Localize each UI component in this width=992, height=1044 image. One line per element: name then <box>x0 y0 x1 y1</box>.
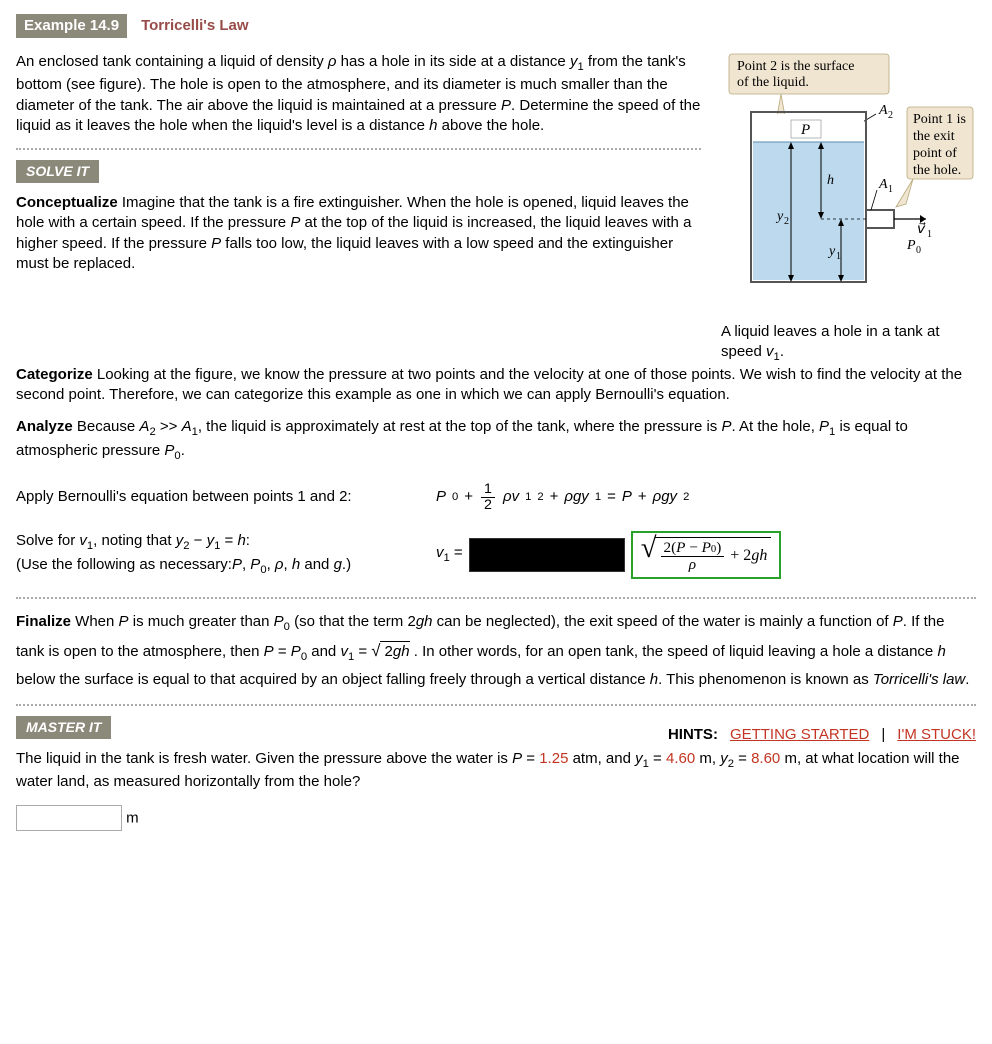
divider <box>16 597 976 599</box>
conceptualize-text: Imagine that the tank is a fire extingui… <box>16 194 691 272</box>
categorize-label: Categorize <box>16 366 93 383</box>
categorize-para: Categorize Looking at the figure, we kno… <box>16 365 976 406</box>
svg-text:1: 1 <box>836 251 841 262</box>
svg-text:y: y <box>827 244 836 259</box>
answer-row: m <box>16 805 976 831</box>
svg-text:P: P <box>800 122 810 138</box>
svg-text:Point 2 is the surface: Point 2 is the surface <box>737 59 854 74</box>
svg-text:0: 0 <box>916 245 921 256</box>
svg-text:the hole.: the hole. <box>913 163 961 178</box>
correct-answer-box: √2(P − P0)ρ + 2gh <box>631 531 782 579</box>
problem-statement: An enclosed tank containing a liquid of … <box>16 52 701 136</box>
tank-figure: Point 2 is the surface of the liquid. Po… <box>721 52 976 307</box>
figure-panel: Point 2 is the surface of the liquid. Po… <box>721 52 976 365</box>
step2-lhs: v1 = <box>436 543 463 566</box>
svg-text:y: y <box>775 209 784 224</box>
masterit-question: The liquid in the tank is fresh water. G… <box>16 749 976 792</box>
svg-text:v⃗: v⃗ <box>917 222 926 237</box>
svg-text:A: A <box>878 177 888 192</box>
svg-text:the exit: the exit <box>913 129 955 144</box>
svg-text:point of: point of <box>913 146 957 161</box>
svg-text:P: P <box>906 238 916 253</box>
master-it-badge: MASTER IT <box>16 716 111 739</box>
unit-label: m <box>126 809 139 826</box>
finalize-text: When P is much greater than P0 (so that … <box>16 613 969 688</box>
conceptualize-label: Conceptualize <box>16 194 118 211</box>
finalize-para: Finalize When P is much greater than P0 … <box>16 609 976 693</box>
svg-text:A: A <box>878 103 888 118</box>
v1-answer-input[interactable] <box>469 538 625 572</box>
step1-text: Apply Bernoulli's equation between point… <box>16 487 436 507</box>
svg-text:1: 1 <box>888 184 893 195</box>
distance-answer-input[interactable] <box>16 805 122 831</box>
hint-im-stuck[interactable]: I'M STUCK! <box>897 725 976 745</box>
hints-label: HINTS: <box>668 725 718 745</box>
svg-text:2: 2 <box>784 216 789 227</box>
hint-separator: | <box>881 725 885 745</box>
categorize-text: Looking at the figure, we know the press… <box>16 366 962 403</box>
finalize-label: Finalize <box>16 613 71 630</box>
example-badge: Example 14.9 <box>16 14 127 38</box>
divider <box>16 148 701 150</box>
step1-equation: P0 + 12ρv12 + ρgy1 = P + ρgy2 <box>436 482 976 513</box>
hint-getting-started[interactable]: GETTING STARTED <box>730 725 869 745</box>
step2-text: Solve for v1, noting that y2 − y1 = h:(U… <box>16 531 436 577</box>
svg-text:h: h <box>827 173 834 188</box>
divider <box>16 704 976 706</box>
svg-text:Point 1 is: Point 1 is <box>913 112 966 127</box>
solve-it-badge: SOLVE IT <box>16 160 99 183</box>
example-title: Torricelli's Law <box>141 16 249 36</box>
analyze-para: Analyze Because A2 >> A1, the liquid is … <box>16 417 976 463</box>
analyze-label: Analyze <box>16 418 73 435</box>
analyze-text: Because A2 >> A1, the liquid is approxim… <box>16 418 908 458</box>
example-header: Example 14.9 Torricelli's Law <box>16 14 976 38</box>
svg-text:of the liquid.: of the liquid. <box>737 75 809 90</box>
figure-caption: A liquid leaves a hole in a tank at spee… <box>721 322 976 365</box>
conceptualize-para: Conceptualize Imagine that the tank is a… <box>16 193 701 274</box>
svg-text:2: 2 <box>888 110 893 121</box>
hints-row: HINTS: GETTING STARTED | I'M STUCK! <box>668 725 976 745</box>
svg-text:1: 1 <box>927 229 932 240</box>
